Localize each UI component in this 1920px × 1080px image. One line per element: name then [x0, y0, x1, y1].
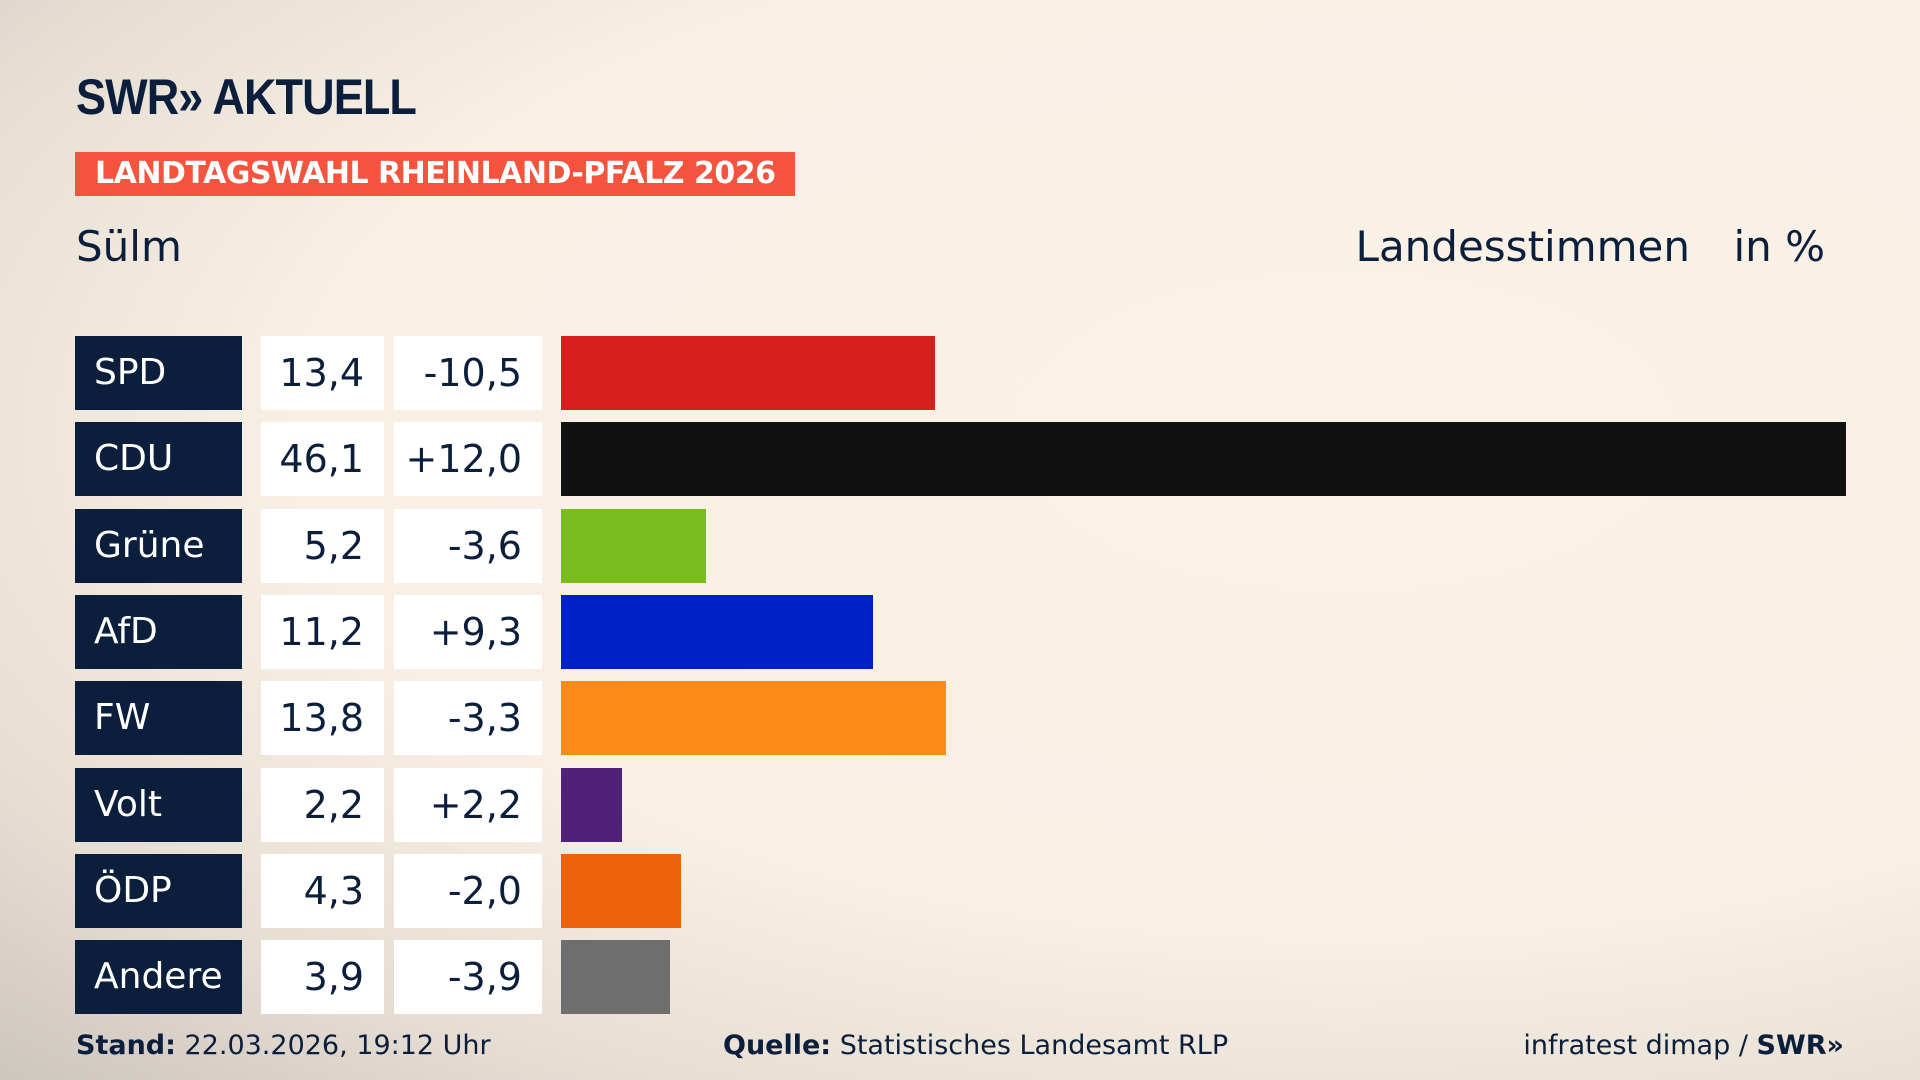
timestamp: Stand: 22.03.2026, 19:12 Uhr: [76, 1030, 491, 1061]
diff-label: +12,0: [394, 422, 542, 497]
party-row: FW 13,8 -3,3: [0, 681, 1920, 756]
bar: [561, 767, 623, 842]
party-label: AfD: [75, 594, 242, 669]
value-label: 4,3: [261, 853, 384, 928]
value-label: 13,8: [261, 681, 384, 756]
bar: [561, 336, 935, 410]
swr-logo: SWR»: [1756, 1030, 1844, 1061]
party-row: Volt 2,2 +2,2: [0, 767, 1920, 842]
stand-label: Stand:: [76, 1030, 176, 1061]
value-label: 46,1: [261, 422, 384, 497]
diff-label: +9,3: [394, 594, 542, 669]
bar: [561, 594, 874, 669]
place-title: Sülm: [76, 222, 182, 271]
party-row: Grüne 5,2 -3,6: [0, 508, 1920, 583]
diff-label: -3,3: [394, 681, 542, 756]
party-row: CDU 46,1 +12,0: [0, 422, 1920, 497]
diff-label: -2,0: [394, 853, 542, 928]
party-label: ÖDP: [75, 853, 242, 928]
value-label: 13,4: [261, 336, 384, 410]
value-label: 5,2: [261, 508, 384, 583]
swr-aktuell-logo: SWR» AKTUELL: [76, 69, 417, 125]
bar: [561, 681, 946, 756]
source-value: Statistisches Landesamt RLP: [839, 1030, 1229, 1061]
party-row: Andere 3,9 -3,9: [0, 940, 1920, 1015]
diff-label: -3,6: [394, 508, 542, 583]
unit-label: in %: [1733, 222, 1825, 271]
source-label: Quelle:: [723, 1030, 832, 1061]
value-label: 2,2: [261, 767, 384, 842]
party-row: AfD 11,2 +9,3: [0, 594, 1920, 669]
source: Quelle: Statistisches Landesamt RLP: [723, 1030, 1228, 1061]
party-row: ÖDP 4,3 -2,0: [0, 853, 1920, 928]
diff-label: +2,2: [394, 767, 542, 842]
bar: [561, 508, 706, 583]
diff-label: -10,5: [394, 336, 542, 410]
party-label: FW: [75, 681, 242, 756]
bar: [561, 853, 681, 928]
value-label: 11,2: [261, 594, 384, 669]
diff-label: -3,9: [394, 940, 542, 1015]
credit: infratest dimap / SWR»: [1523, 1030, 1844, 1061]
measure-label: Landesstimmen: [1355, 222, 1690, 271]
party-label: Grüne: [75, 508, 242, 583]
party-row: SPD 13,4 -10,5: [0, 336, 1920, 410]
party-label: Andere: [75, 940, 242, 1015]
bar: [561, 422, 1846, 497]
credit-text: infratest dimap /: [1523, 1030, 1748, 1061]
election-banner: LANDTAGSWAHL RHEINLAND-PFALZ 2026: [75, 152, 796, 196]
party-label: Volt: [75, 767, 242, 842]
bar: [561, 940, 670, 1015]
stand-value: 22.03.2026, 19:12 Uhr: [184, 1030, 491, 1061]
value-label: 3,9: [261, 940, 384, 1015]
party-label: CDU: [75, 422, 242, 497]
party-label: SPD: [75, 336, 242, 410]
